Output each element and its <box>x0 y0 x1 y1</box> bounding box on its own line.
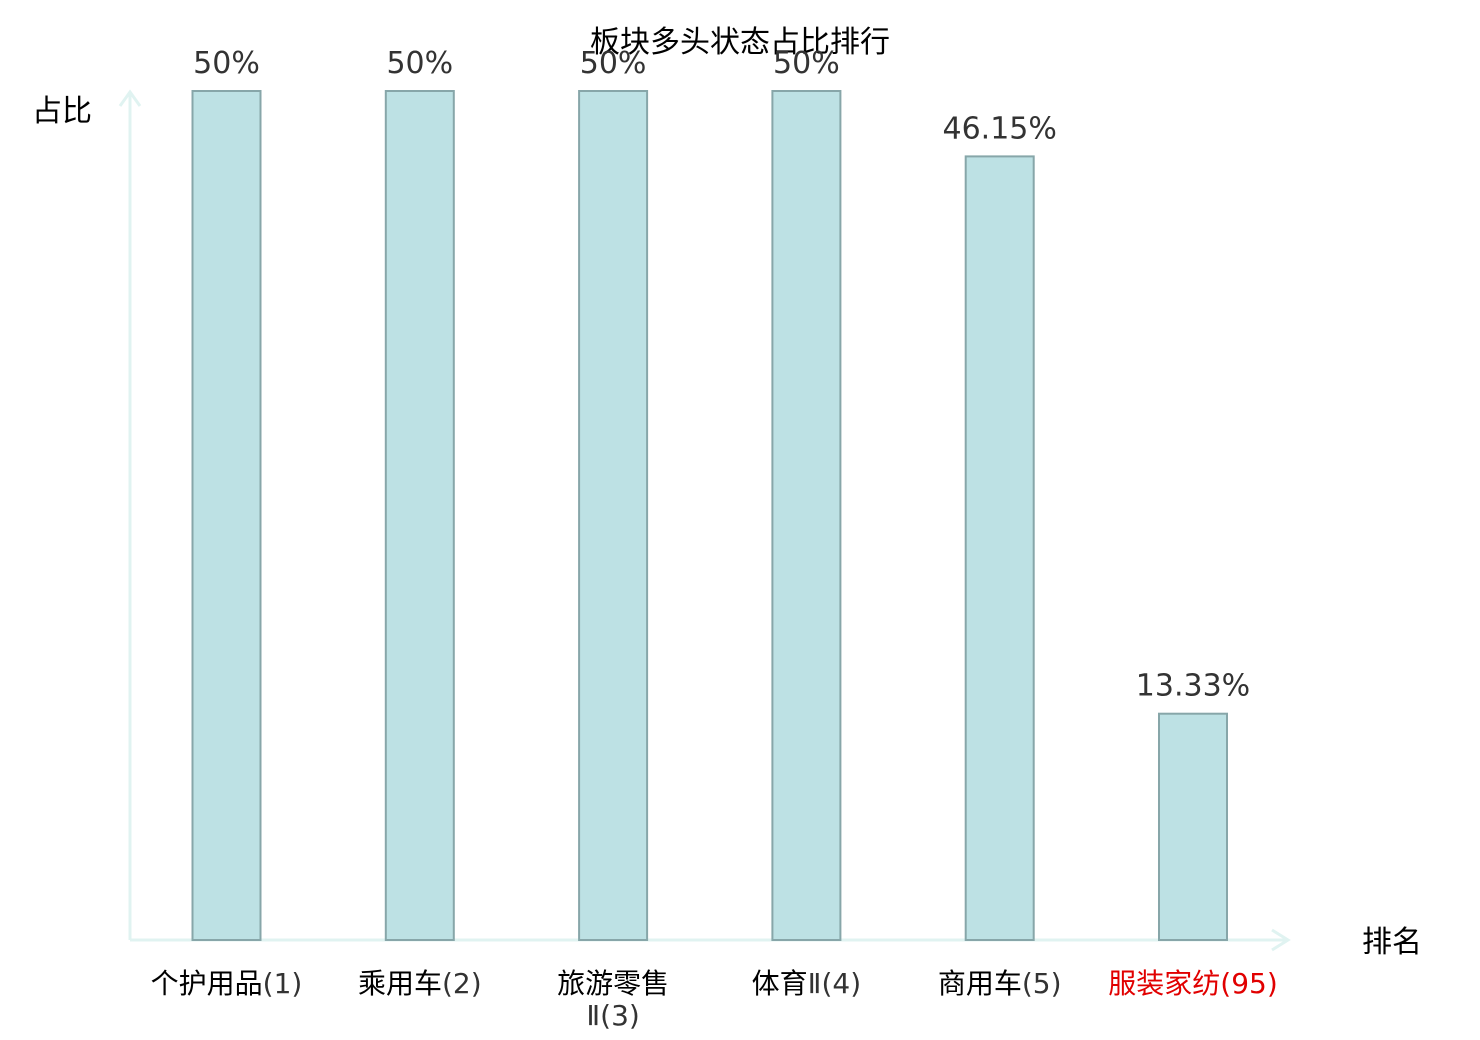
bar-6 <box>1158 712 1228 942</box>
chart-title: 板块多头状态占比排行 <box>590 25 890 60</box>
category-name: 乘用车 <box>358 967 442 1000</box>
value-label-6: 13.33% <box>1136 669 1250 704</box>
value-label-3: 50% <box>580 46 647 81</box>
category-name: 商用车 <box>938 967 1022 1000</box>
y-axis <box>118 89 142 940</box>
bar-2 <box>384 90 455 941</box>
value-label-5: 46.15% <box>943 111 1057 146</box>
bars-group <box>191 90 1228 942</box>
x-axis <box>130 928 1291 952</box>
category-name: 个护用品 <box>151 967 263 1000</box>
y-axis-title: 占比 <box>32 94 92 129</box>
svg-text:商用车(5): 商用车(5) <box>938 967 1062 1000</box>
category-rank: Ⅱ(3) <box>586 999 639 1032</box>
value-label-1: 50% <box>193 46 260 81</box>
bar-3 <box>578 90 649 941</box>
bar-5 <box>964 155 1035 941</box>
category-rank: (1) <box>263 967 303 1000</box>
category-label-5: 商用车(5) <box>938 967 1062 1000</box>
category-label-4: 体育Ⅱ(4) <box>752 967 861 1000</box>
svg-text:服装家纺(95): 服装家纺(95) <box>1108 967 1278 1000</box>
category-name: 旅游零售 <box>557 967 669 1000</box>
category-rank: (2) <box>442 967 482 1000</box>
x-axis-title: 排名 <box>1362 925 1422 960</box>
category-rank: Ⅱ(4) <box>808 967 861 1000</box>
svg-text:个护用品(1): 个护用品(1) <box>151 967 303 1000</box>
value-label-4: 50% <box>773 46 840 81</box>
bar-1 <box>191 90 262 941</box>
category-name: 服装家纺 <box>1108 967 1220 1000</box>
category-label-1: 个护用品(1) <box>151 967 303 1000</box>
category-label-6: 服装家纺(95) <box>1108 967 1278 1000</box>
category-name: 体育 <box>752 967 808 1000</box>
bar-4 <box>771 90 842 941</box>
svg-text:体育Ⅱ(4): 体育Ⅱ(4) <box>752 967 861 1000</box>
category-rank: (5) <box>1022 967 1062 1000</box>
category-label-2: 乘用车(2) <box>358 967 482 1000</box>
value-label-2: 50% <box>386 46 453 81</box>
value-labels-group: 50% 50% 50% 50% 46.15% 13.33% <box>193 46 1250 704</box>
svg-text:乘用车(2): 乘用车(2) <box>358 967 482 1000</box>
category-rank: (95) <box>1220 967 1277 1000</box>
